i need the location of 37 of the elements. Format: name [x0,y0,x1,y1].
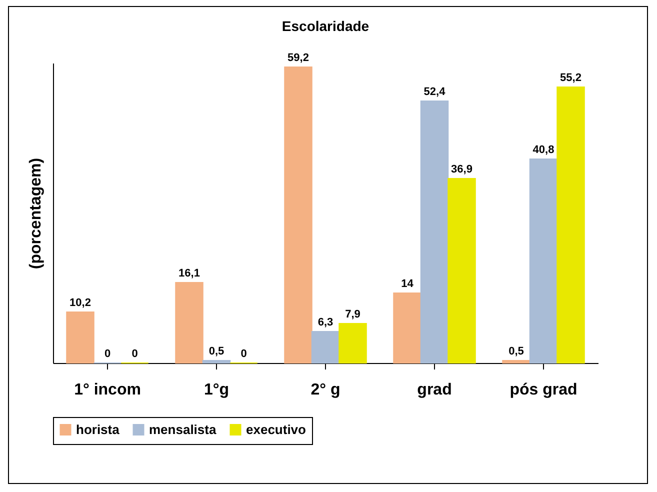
data-label: 7,9 [345,308,360,320]
bar [420,100,449,364]
data-label: 0,5 [508,346,524,358]
bar [448,178,476,364]
bar [311,331,340,364]
bar [529,158,558,364]
data-label: 40,8 [532,144,554,156]
bar [202,360,231,364]
legend-label: horista [76,422,120,437]
x-tick-label: grad [417,382,452,398]
x-tick-label: pós grad [510,382,578,398]
x-tick-label: 1° incom [74,382,141,398]
x-tick-label: 1°g [204,382,230,398]
x-tick-label: 2° g [310,382,340,398]
data-label: 0,5 [208,346,224,358]
data-label: 16,1 [178,268,200,280]
bar [556,86,585,364]
y-axis-title: (porcentagem) [28,158,44,270]
data-label: 52,4 [424,86,446,98]
data-label: 6,3 [318,316,334,328]
chart-title: Escolaridade [282,18,370,34]
data-label: 10,2 [70,297,91,309]
data-label: 0 [104,348,111,360]
legend-label: executivo [246,422,306,437]
data-label: 0 [240,348,247,360]
data-label: 55,2 [560,72,582,84]
bar [175,282,204,364]
bar [338,323,367,364]
bar [66,312,94,364]
data-label: 0 [132,348,138,360]
data-label: 59,2 [288,52,309,64]
bar [502,360,530,364]
legend-label: mensalista [149,422,217,437]
data-label: 36,9 [451,164,472,176]
data-label: 14 [401,278,414,290]
bar [393,292,422,364]
bar [284,66,312,364]
